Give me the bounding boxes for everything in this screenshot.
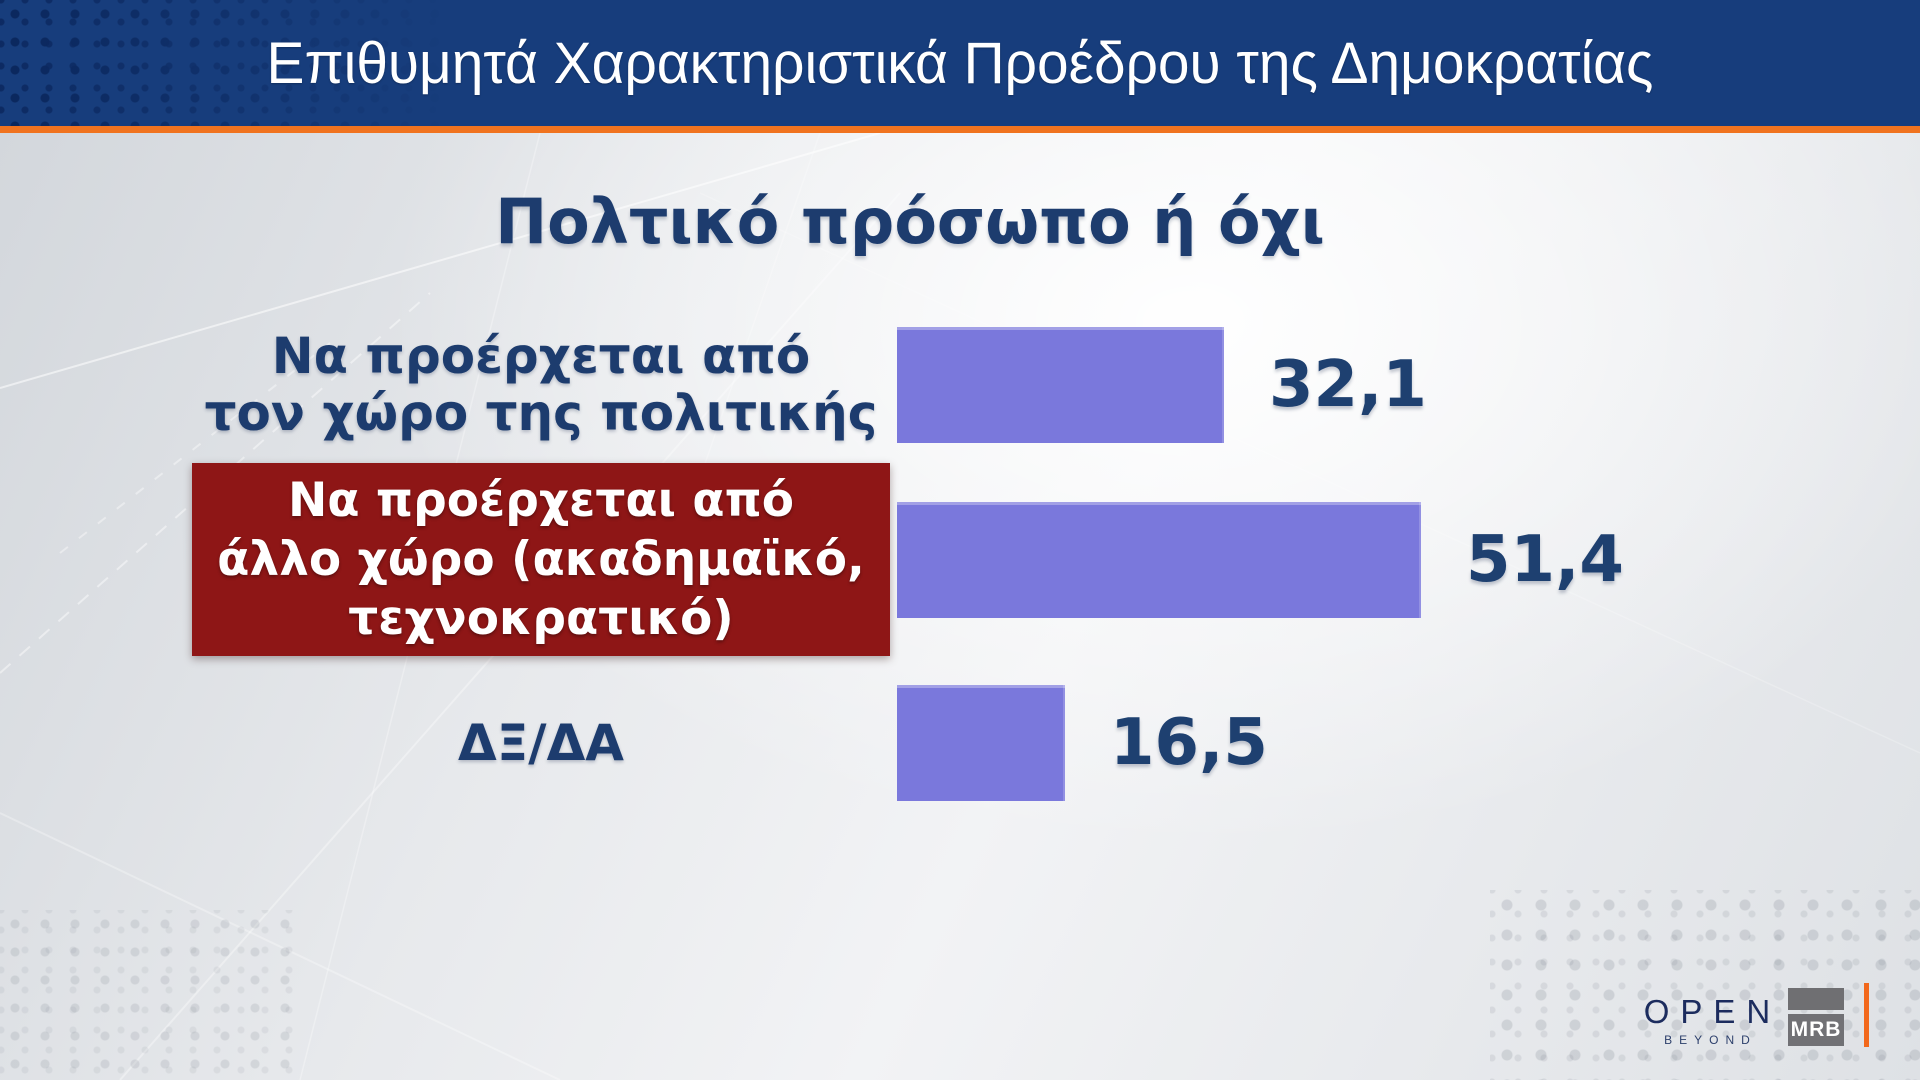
orange-accent-line <box>1864 983 1869 1047</box>
bar-other-field <box>897 502 1421 618</box>
open-logo-text: OPEN <box>1643 993 1782 1030</box>
bar-row-politics: 32,1 <box>897 327 1427 443</box>
open-tv-logo: OPEN BEYOND <box>1642 993 1772 1047</box>
bar-value-dont-know: 16,5 <box>1110 706 1268 780</box>
mrb-logo-text: MRB <box>1788 1014 1844 1046</box>
bar-row-dont-know: 16,5 <box>897 685 1268 801</box>
orange-divider <box>0 126 1920 133</box>
halftone-dots-pattern <box>0 0 480 126</box>
bar-politics <box>897 327 1224 443</box>
bar-dont-know <box>897 685 1065 801</box>
halftone-dots-bottom-right <box>1490 890 1920 1080</box>
halftone-dots-bottom-left <box>0 910 300 1080</box>
bar-value-politics: 32,1 <box>1269 348 1427 422</box>
label-line: άλλο χώρο (ακαδημαϊκό, <box>217 532 865 587</box>
mrb-logo: MRB <box>1788 988 1844 1046</box>
open-logo-subtext: BEYOND <box>1664 1033 1757 1047</box>
category-label-other-field-highlighted: Να προέρχεται από άλλο χώρο (ακαδημαϊκό,… <box>192 463 890 656</box>
label-line: τεχνοκρατικό) <box>348 591 734 646</box>
label-line: τον χώρο της πολιτικής <box>204 384 878 442</box>
bar-row-other-field: 51,4 <box>897 502 1624 618</box>
category-label-dont-know: ΔΞ/ΔΑ <box>192 685 890 801</box>
label-line: Να προέρχεται από <box>287 473 795 528</box>
page-title: Επιθυμητά Χαρακτηριστικά Προέδρου της Δη… <box>266 30 1654 96</box>
chart-title: Πολτικό πρόσωπο ή όχι <box>495 185 1325 258</box>
label-line: Να προέρχεται από <box>271 327 811 385</box>
header-band: Επιθυμητά Χαρακτηριστικά Προέδρου της Δη… <box>0 0 1920 126</box>
mrb-logo-top-block <box>1788 988 1844 1010</box>
bar-value-other-field: 51,4 <box>1466 523 1624 597</box>
chart-area: Πολτικό πρόσωπο ή όχι Να προέρχεται από … <box>0 133 1920 1080</box>
label-line: ΔΞ/ΔΑ <box>458 713 624 772</box>
category-label-politics: Να προέρχεται από τον χώρο της πολιτικής <box>192 322 890 448</box>
